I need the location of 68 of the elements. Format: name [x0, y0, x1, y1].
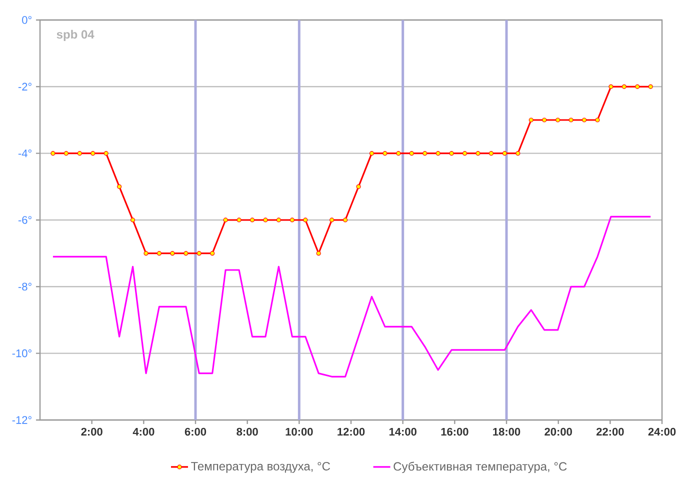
y-tick-label: -12°: [12, 416, 32, 424]
x-tick-label: 6:00: [184, 428, 206, 436]
annotation: spb 04: [56, 30, 94, 42]
x-tick-label: 16:00: [441, 428, 468, 436]
point: [556, 118, 560, 122]
point: [156, 251, 162, 256]
legend-label: Температура воздуха, °C: [191, 462, 330, 473]
point: [648, 84, 653, 89]
x-tick-label: 4:00: [132, 428, 154, 436]
point: [449, 151, 454, 156]
x-tick-label: 14:00: [389, 428, 416, 436]
point: [582, 118, 587, 122]
point: [117, 184, 122, 189]
point: [316, 251, 321, 256]
x-tick-label: 22:00: [596, 428, 624, 436]
point: [210, 251, 215, 256]
point: [622, 84, 626, 89]
point: [502, 151, 507, 156]
point: [488, 151, 494, 156]
point: [409, 151, 414, 156]
point: [422, 151, 428, 156]
y-tick-label: -2°: [18, 82, 32, 90]
x-tick-label: 18:00: [493, 428, 520, 436]
x-tick-label: 12:00: [338, 428, 365, 436]
y-tick-label: -8°: [18, 282, 32, 291]
point: [50, 151, 56, 156]
point: [77, 151, 82, 156]
point: [396, 151, 401, 156]
point: [64, 151, 68, 156]
point: [144, 251, 148, 256]
x-tick-label: 10:00: [286, 428, 313, 436]
point: [196, 251, 202, 256]
point: [528, 118, 534, 122]
point: [130, 218, 136, 222]
point: [568, 118, 574, 122]
y-tick-label: -4°: [18, 149, 32, 158]
point: [476, 151, 480, 156]
point: [608, 84, 614, 89]
y-tick-label: -6°: [18, 216, 32, 224]
point: [104, 151, 108, 156]
point: [542, 118, 547, 122]
point: [635, 84, 640, 89]
point: [462, 151, 468, 156]
point: [343, 218, 348, 222]
x-tick-label: 24:00: [648, 428, 676, 436]
legend-label: Субъективная температура, °C: [394, 462, 567, 474]
point: [356, 184, 361, 189]
point: [303, 218, 308, 222]
x-tick-label: 20:00: [544, 428, 572, 436]
y-tick-label: -10°: [12, 349, 32, 358]
point: [290, 218, 294, 222]
point: [223, 218, 228, 222]
x-tick-label: 2:00: [81, 428, 102, 436]
point: [436, 151, 440, 156]
point: [184, 251, 188, 256]
point: [236, 218, 242, 222]
point: [263, 218, 268, 222]
point: [330, 218, 334, 222]
y-tick-label: 0°: [22, 16, 32, 24]
point: [90, 151, 96, 156]
point: [516, 151, 520, 156]
point: [170, 251, 175, 256]
point: [250, 218, 255, 222]
x-tick-label: 8:00: [236, 428, 258, 436]
point: [276, 218, 281, 222]
point: [369, 151, 374, 156]
point: [382, 151, 388, 156]
point: [595, 118, 600, 122]
